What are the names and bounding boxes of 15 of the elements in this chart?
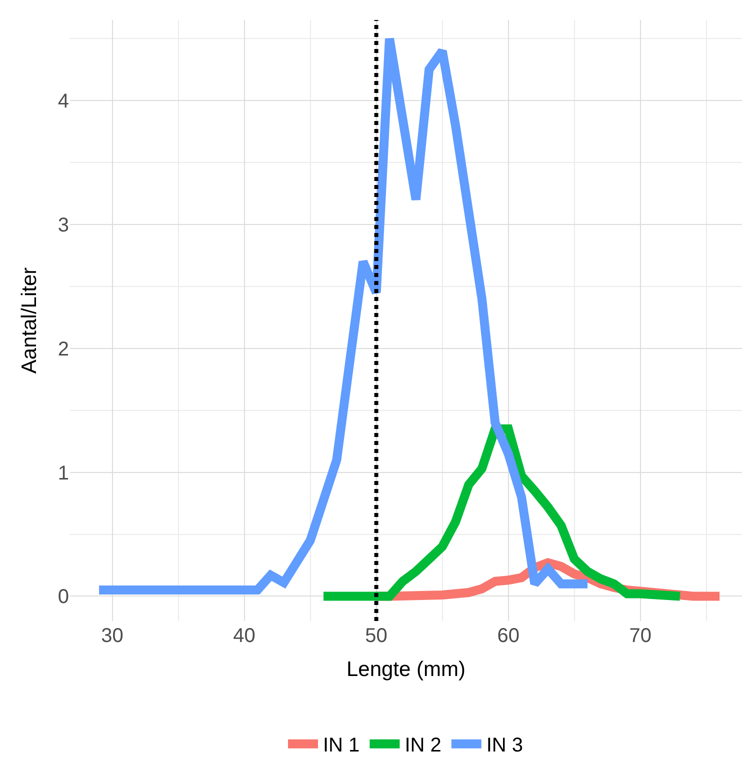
- y-tick-label: 3: [58, 214, 69, 236]
- legend-label: IN 1: [323, 734, 360, 757]
- x-tick-label: 40: [233, 625, 256, 647]
- x-tick-label: 70: [629, 625, 652, 647]
- legend-label: IN 2: [404, 734, 442, 757]
- x-tick-label: 60: [497, 625, 520, 647]
- x-axis-title: Lengte (mm): [346, 658, 466, 682]
- y-tick-label: 4: [58, 90, 69, 113]
- y-tick-label: 2: [58, 338, 69, 360]
- y-axis-title: Aantal/Liter: [18, 267, 42, 374]
- legend-label: IN 3: [486, 734, 524, 757]
- x-tick-label: 30: [101, 625, 124, 647]
- x-tick-label: 50: [365, 625, 388, 647]
- y-tick-label: 0: [58, 586, 69, 608]
- y-tick-label: 1: [58, 462, 69, 484]
